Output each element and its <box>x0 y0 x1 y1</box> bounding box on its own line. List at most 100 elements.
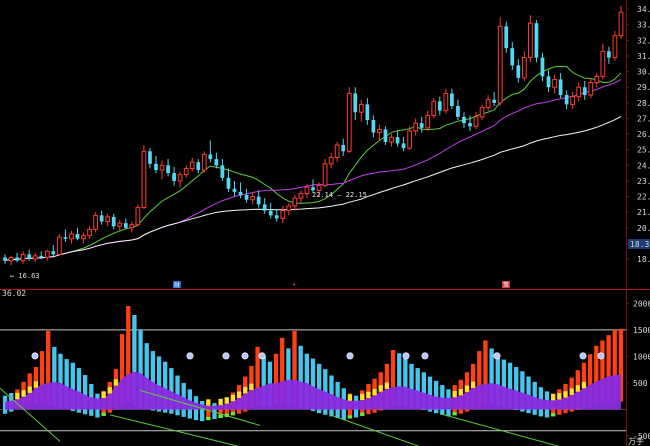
signal-marker[interactable] <box>402 352 410 360</box>
candle-body <box>341 145 346 152</box>
candle-body <box>208 154 213 160</box>
candle-body <box>15 257 19 261</box>
signal-marker[interactable] <box>31 352 39 360</box>
candle-body <box>534 23 539 58</box>
candle-body <box>39 255 44 258</box>
signal-marker[interactable] <box>222 352 230 360</box>
signal-marker[interactable] <box>597 352 605 360</box>
candle-body <box>51 251 56 255</box>
histogram-bar <box>292 330 297 406</box>
price-axis-label: 20.0 <box>637 224 650 233</box>
histogram-bar <box>76 368 82 413</box>
indicator-accent-yellow <box>569 388 574 395</box>
histogram-bar <box>495 355 500 407</box>
candle-body <box>274 215 279 219</box>
sub-panel-header-value: 36.02 <box>2 289 26 298</box>
histogram-bar <box>144 343 149 409</box>
candle-body <box>117 222 123 227</box>
candle-body <box>44 250 50 259</box>
candle-body <box>20 253 26 262</box>
price-axis-label: 28.0 <box>637 99 650 108</box>
candle-body <box>8 257 14 262</box>
histogram-bar <box>489 348 494 406</box>
event-marker-dot[interactable]: • <box>292 281 296 289</box>
indicator-accent-yellow <box>218 398 223 406</box>
histogram-bar <box>70 362 75 412</box>
histogram-bar <box>477 351 482 407</box>
histogram-bar <box>507 362 513 409</box>
histogram-bar <box>126 305 131 404</box>
indicator-axis-label: 500 <box>633 379 648 388</box>
price-axis-label: 29.0 <box>637 83 650 92</box>
candle-body <box>81 235 86 240</box>
price-axis-label: 25.0 <box>637 146 650 155</box>
price-axis-label: 18.0 <box>637 255 650 264</box>
histogram-bar <box>46 330 51 405</box>
indicator-accent-yellow <box>372 388 377 396</box>
indicator-accent-yellow <box>563 391 568 398</box>
indicator-axis-label: -500 <box>633 432 650 441</box>
trend-line <box>439 413 560 446</box>
candle-body <box>540 57 545 77</box>
candle-body <box>334 144 340 159</box>
candle-body <box>607 51 611 58</box>
candle-body <box>588 82 594 96</box>
trend-line <box>109 414 240 446</box>
candle-body <box>546 76 551 88</box>
histogram-bar <box>286 348 291 405</box>
candle-body <box>395 137 400 144</box>
indicator-accent-yellow <box>224 397 229 404</box>
signal-marker[interactable] <box>241 352 249 360</box>
indicator-axis: 2000 1500 1000 500 -500 <box>626 299 650 441</box>
histogram-bar <box>600 340 605 405</box>
histogram-bar <box>132 314 137 406</box>
histogram-bar <box>612 329 617 403</box>
event-markers[interactable]: 财 • 策 <box>173 281 510 289</box>
candlestick-series[interactable] <box>3 6 624 266</box>
signal-marker[interactable] <box>258 352 266 360</box>
candle-body <box>365 104 370 121</box>
price-axis-label: 33.0 <box>637 21 650 30</box>
indicator-accent-yellow <box>551 393 556 401</box>
event-marker-finance[interactable] <box>173 281 181 288</box>
indicator-accent-yellow <box>360 393 365 401</box>
signal-marker[interactable] <box>186 352 194 360</box>
histogram-bar <box>52 346 57 407</box>
histogram-bar <box>206 402 211 421</box>
histogram-bar <box>156 356 162 412</box>
indicator-fill-area <box>5 371 621 410</box>
low-point-annotation: ← 16.63 <box>10 272 40 280</box>
signal-marker[interactable] <box>493 352 501 360</box>
candle-body <box>27 254 32 260</box>
histogram-bar <box>150 351 156 411</box>
signal-markers[interactable] <box>31 352 605 360</box>
candle-body <box>316 185 322 191</box>
signal-marker[interactable] <box>579 352 587 360</box>
indicator-accent-yellow <box>101 391 106 398</box>
candle-body <box>3 257 7 261</box>
candle-body <box>232 188 237 192</box>
candle-body <box>262 204 267 211</box>
indicator-accent-yellow <box>378 385 383 392</box>
signal-marker[interactable] <box>346 352 354 360</box>
indicator-axis-unit: 万手 <box>628 436 644 446</box>
current-price-label: 18.32 <box>630 240 650 249</box>
candle-body <box>371 120 376 133</box>
candle-body <box>214 159 219 166</box>
indicator-accent-yellow <box>458 388 463 396</box>
histogram-bar <box>514 367 519 411</box>
candle-body <box>443 92 449 112</box>
event-marker-policy[interactable] <box>502 281 510 288</box>
candle-body <box>437 101 442 111</box>
indicator-accent-green <box>551 413 556 417</box>
indicator-accent-yellow <box>21 390 26 397</box>
histogram-bar <box>273 353 279 406</box>
candle-body <box>552 78 557 88</box>
signal-marker[interactable] <box>421 352 429 360</box>
price-axis-label: 23.0 <box>637 177 650 186</box>
indicator-accent-yellow <box>384 382 390 389</box>
candle-body <box>521 57 527 79</box>
candle-body <box>238 191 243 196</box>
candle-body <box>183 167 189 176</box>
